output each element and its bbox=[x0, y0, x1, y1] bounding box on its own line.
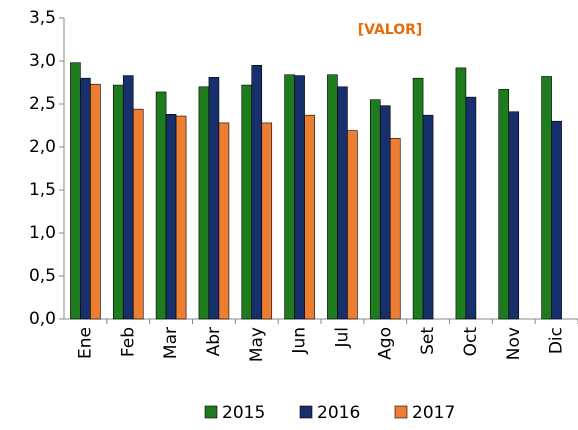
annotation: [VALOR] bbox=[358, 22, 423, 38]
bar bbox=[541, 76, 552, 320]
legend-label: 2015 bbox=[222, 403, 265, 423]
bar bbox=[498, 89, 510, 320]
legend-label: 2017 bbox=[412, 403, 455, 423]
x-tick-label: Mar bbox=[161, 327, 181, 359]
bar bbox=[175, 115, 187, 320]
bar bbox=[369, 99, 381, 320]
bar bbox=[304, 114, 315, 320]
legend-label: 2016 bbox=[317, 403, 360, 423]
bar bbox=[455, 67, 467, 320]
bar bbox=[80, 77, 91, 320]
x-tick-label: Ene bbox=[75, 327, 95, 359]
bar bbox=[198, 86, 210, 320]
y-tick-label: 1,0 bbox=[29, 223, 56, 243]
x-tick-label: Nov bbox=[504, 327, 524, 360]
bar bbox=[218, 122, 230, 320]
y-tick-label: 0,0 bbox=[29, 309, 56, 329]
x-tick-label: Set bbox=[418, 327, 438, 355]
x-tick-label: Feb bbox=[118, 327, 138, 357]
bar bbox=[337, 86, 348, 320]
x-tick-label: Ago bbox=[375, 327, 395, 360]
x-tick-label: Jun bbox=[290, 327, 310, 355]
x-tick-label: Abr bbox=[204, 327, 224, 356]
bar bbox=[465, 96, 477, 320]
bar bbox=[551, 120, 562, 320]
x-tick-label: May bbox=[247, 327, 267, 362]
bar bbox=[327, 74, 338, 320]
bar bbox=[122, 75, 134, 320]
bar bbox=[208, 77, 220, 320]
bar bbox=[422, 114, 434, 320]
x-tick-label: Dic bbox=[547, 327, 567, 354]
y-tick-label: 1,5 bbox=[29, 180, 56, 200]
bar bbox=[165, 114, 177, 320]
bar bbox=[112, 84, 124, 320]
legend-swatch bbox=[394, 405, 408, 419]
bar bbox=[389, 138, 401, 320]
bar bbox=[241, 84, 253, 320]
y-tick-label: 3,0 bbox=[29, 51, 56, 71]
bar bbox=[90, 83, 101, 320]
bar bbox=[347, 130, 358, 320]
bar bbox=[508, 111, 520, 320]
bar bbox=[294, 75, 305, 320]
y-tick-label: 2,5 bbox=[29, 94, 56, 114]
y-tick-label: 0,5 bbox=[29, 266, 56, 286]
legend-swatch bbox=[204, 405, 218, 419]
bar bbox=[132, 108, 144, 320]
bar bbox=[155, 91, 167, 320]
y-tick-label: 2,0 bbox=[29, 137, 56, 157]
bar bbox=[379, 105, 391, 320]
legend-swatch bbox=[299, 405, 313, 419]
bar bbox=[251, 65, 263, 320]
bar bbox=[284, 74, 295, 320]
x-tick-label: Oct bbox=[461, 327, 481, 357]
bar bbox=[70, 62, 81, 320]
y-tick-label: 3,5 bbox=[29, 8, 56, 28]
bar bbox=[412, 77, 424, 320]
x-tick-label: Jul bbox=[332, 327, 352, 349]
bar bbox=[261, 122, 273, 320]
